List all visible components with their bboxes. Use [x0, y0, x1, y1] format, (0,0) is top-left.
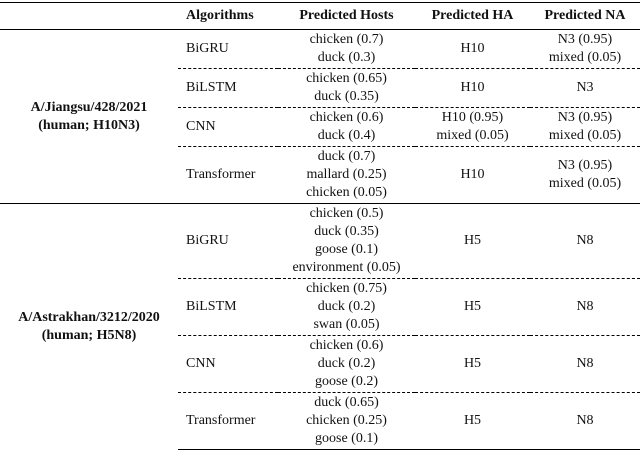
host-prediction: goose (0.1): [315, 431, 378, 446]
host-prediction: chicken (0.65): [306, 71, 387, 86]
host-prediction: chicken (0.6): [309, 338, 384, 353]
algorithm-cell: Transformer: [178, 392, 278, 450]
host-prediction: chicken (0.6): [309, 110, 384, 125]
host-prediction: goose (0.1): [315, 242, 378, 257]
strain-label: (human; H5N8): [41, 327, 137, 343]
ha-prediction: H5: [463, 299, 482, 314]
na-prediction: N3 (0.95): [557, 158, 613, 173]
strain-cell: A/Astrakhan/3212/2020 (human; H5N8): [0, 203, 178, 450]
ha-prediction: H5: [463, 233, 482, 248]
host-prediction: chicken (0.05): [306, 185, 387, 200]
na-cell: N3 (0.95) mixed (0.05): [530, 107, 640, 147]
na-cell: N3 (0.95) mixed (0.05): [530, 30, 640, 69]
algorithm-cell: CNN: [178, 107, 278, 147]
table-row: CNN chicken (0.6) duck (0.2) goose (0.2) H5 N…: [0, 335, 640, 393]
header-cell: Predicted Hosts: [278, 2, 415, 30]
table-row: BiLSTM chicken (0.75) duck (0.2) swan (0.05…: [0, 278, 640, 336]
na-prediction: mixed (0.05): [548, 128, 622, 143]
host-prediction: swan (0.05): [313, 317, 380, 332]
table-row: CNN chicken (0.6) duck (0.4) H10 (0.95) mixe…: [0, 107, 640, 147]
header-row: Algorithms Predicted Hosts Predicted HA …: [0, 2, 640, 30]
host-prediction: chicken (0.5): [309, 206, 384, 221]
host-prediction: duck (0.2): [317, 356, 376, 371]
strain-cell: A/Jiangsu/428/2021 (human; H10N3): [0, 30, 178, 204]
strain-label: (human; H10N3): [38, 117, 140, 133]
na-cell: N3: [530, 68, 640, 108]
hosts-cell: chicken (0.75) duck (0.2) swan (0.05): [278, 278, 415, 336]
algorithm-cell: BiGRU: [178, 203, 278, 279]
table-header: Algorithms Predicted Hosts Predicted HA …: [0, 2, 640, 30]
table-row: BiLSTM chicken (0.65) duck (0.35) H10 N3: [0, 68, 640, 108]
na-cell: N8: [530, 203, 640, 279]
host-prediction: chicken (0.25): [306, 413, 387, 428]
na-cell: N8: [530, 335, 640, 393]
algorithm-cell: CNN: [178, 335, 278, 393]
host-prediction: environment (0.05): [292, 260, 401, 275]
host-prediction: duck (0.35): [314, 224, 379, 239]
header-cell: Algorithms: [178, 2, 278, 30]
host-prediction: chicken (0.75): [306, 281, 387, 296]
ha-prediction: H10: [460, 80, 485, 95]
hosts-cell: chicken (0.65) duck (0.35): [278, 68, 415, 108]
algorithm-cell: BiGRU: [186, 41, 229, 56]
algorithm-cell: BiLSTM: [178, 68, 278, 108]
table-row: Transformer duck (0.7) mallard (0.25) chick…: [0, 146, 640, 204]
hosts-cell: chicken (0.6) duck (0.4): [278, 107, 415, 147]
host-prediction: duck (0.65): [314, 395, 379, 410]
hosts-cell: chicken (0.7) duck (0.3): [278, 30, 415, 69]
ha-prediction: H10: [460, 167, 485, 182]
na-prediction: N3: [576, 80, 594, 95]
host-prediction: goose (0.2): [315, 374, 378, 389]
na-prediction: N3 (0.95): [557, 110, 613, 125]
algorithm-cell: BiLSTM: [178, 278, 278, 336]
na-cell: N8: [530, 392, 640, 450]
table-row: Transformer duck (0.65) chicken (0.25) goos…: [0, 392, 640, 450]
header-cell: [0, 2, 178, 30]
header-cell: Predicted HA: [415, 2, 530, 30]
host-prediction: duck (0.7): [317, 149, 376, 164]
table-row: A/Jiangsu/428/2021 (human; H10N3) BiGRU chi…: [0, 30, 640, 133]
table-row: A/Astrakhan/3212/2020 (human; H5N8) BiGRU c…: [0, 203, 640, 450]
hosts-cell: duck (0.65) chicken (0.25) goose (0.1): [278, 392, 415, 450]
hosts-cell: duck (0.7) mallard (0.25) chicken (0.05): [278, 146, 415, 204]
ha-prediction: H10 (0.95): [441, 110, 504, 125]
host-prediction: duck (0.3): [317, 50, 376, 65]
strain-label: A/Jiangsu/428/2021: [30, 99, 148, 115]
na-prediction: N8: [576, 299, 594, 314]
host-prediction: duck (0.2): [317, 299, 376, 314]
ha-cell: H5: [415, 335, 530, 393]
host-prediction: duck (0.4): [317, 128, 376, 143]
ha-cell: H10: [415, 146, 530, 204]
host-prediction: mallard (0.25): [306, 167, 387, 182]
na-prediction: mixed (0.05): [548, 176, 622, 191]
ha-cell: H10: [415, 30, 530, 69]
na-prediction: N8: [576, 356, 594, 371]
na-prediction: N8: [576, 413, 594, 428]
ha-cell: H10: [415, 68, 530, 108]
na-prediction: mixed (0.05): [548, 50, 622, 65]
ha-prediction: H5: [463, 356, 482, 371]
host-prediction: duck (0.35): [314, 89, 379, 104]
header-cell: Predicted NA: [530, 2, 640, 30]
algorithm-cell: Transformer: [178, 146, 278, 204]
na-prediction: N8: [576, 233, 594, 248]
ha-prediction: mixed (0.05): [436, 128, 509, 143]
na-prediction: N3 (0.95): [557, 32, 613, 47]
ha-prediction: H10: [460, 41, 485, 56]
ha-cell: H5: [415, 203, 530, 279]
hosts-cell: chicken (0.5) duck (0.35) goose (0.1) envir…: [278, 203, 415, 279]
na-cell: N8: [530, 278, 640, 336]
table-body: A/Jiangsu/428/2021 (human; H10N3) BiGRU chi…: [0, 30, 640, 450]
na-cell: N3 (0.95) mixed (0.05): [530, 146, 640, 204]
ha-cell: H10 (0.95) mixed (0.05): [415, 107, 530, 147]
host-prediction: chicken (0.7): [309, 32, 384, 47]
hosts-cell: chicken (0.6) duck (0.2) goose (0.2): [278, 335, 415, 393]
ha-cell: H5: [415, 278, 530, 336]
ha-prediction: H5: [463, 413, 482, 428]
ha-cell: H5: [415, 392, 530, 450]
strain-label: A/Astrakhan/3212/2020: [18, 309, 160, 325]
